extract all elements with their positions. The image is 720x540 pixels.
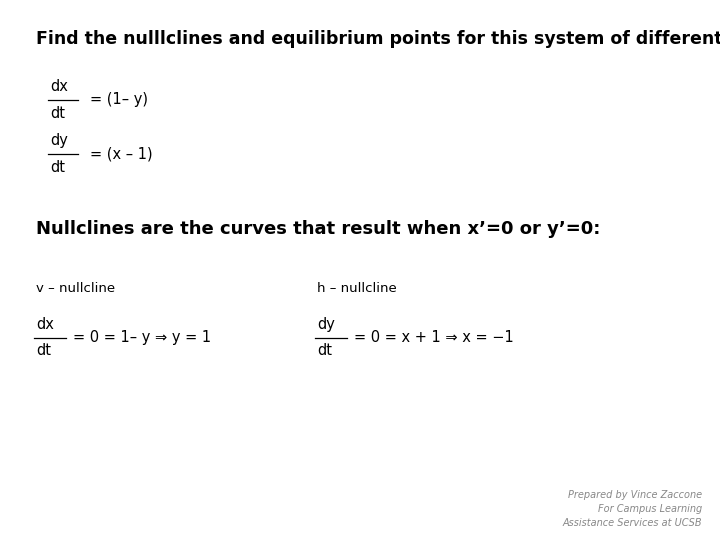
Text: dx: dx — [50, 79, 68, 94]
Text: Assistance Services at UCSB: Assistance Services at UCSB — [562, 518, 702, 528]
Text: dx: dx — [36, 317, 54, 332]
Text: For Campus Learning: For Campus Learning — [598, 504, 702, 514]
Text: dy: dy — [317, 317, 335, 332]
Text: dt: dt — [50, 106, 66, 120]
Text: h – nullcline: h – nullcline — [317, 282, 397, 295]
Text: Find the nulllclines and equilibrium points for this system of differential equa: Find the nulllclines and equilibrium poi… — [36, 30, 720, 48]
Text: dt: dt — [317, 343, 332, 358]
Text: = (x – 1): = (x – 1) — [90, 146, 153, 161]
Text: dt: dt — [36, 343, 51, 358]
Text: Nullclines are the curves that result when x’=0 or y’=0:: Nullclines are the curves that result wh… — [36, 220, 600, 239]
Text: = (1– y): = (1– y) — [90, 92, 148, 107]
Text: = 0 = 1– y ⇒ y = 1: = 0 = 1– y ⇒ y = 1 — [73, 330, 212, 345]
Text: Prepared by Vince Zaccone: Prepared by Vince Zaccone — [568, 489, 702, 500]
Text: = 0 = x + 1 ⇒ x = −1: = 0 = x + 1 ⇒ x = −1 — [354, 330, 514, 345]
Text: dt: dt — [50, 160, 66, 174]
Text: v – nullcline: v – nullcline — [36, 282, 115, 295]
Text: dy: dy — [50, 133, 68, 148]
